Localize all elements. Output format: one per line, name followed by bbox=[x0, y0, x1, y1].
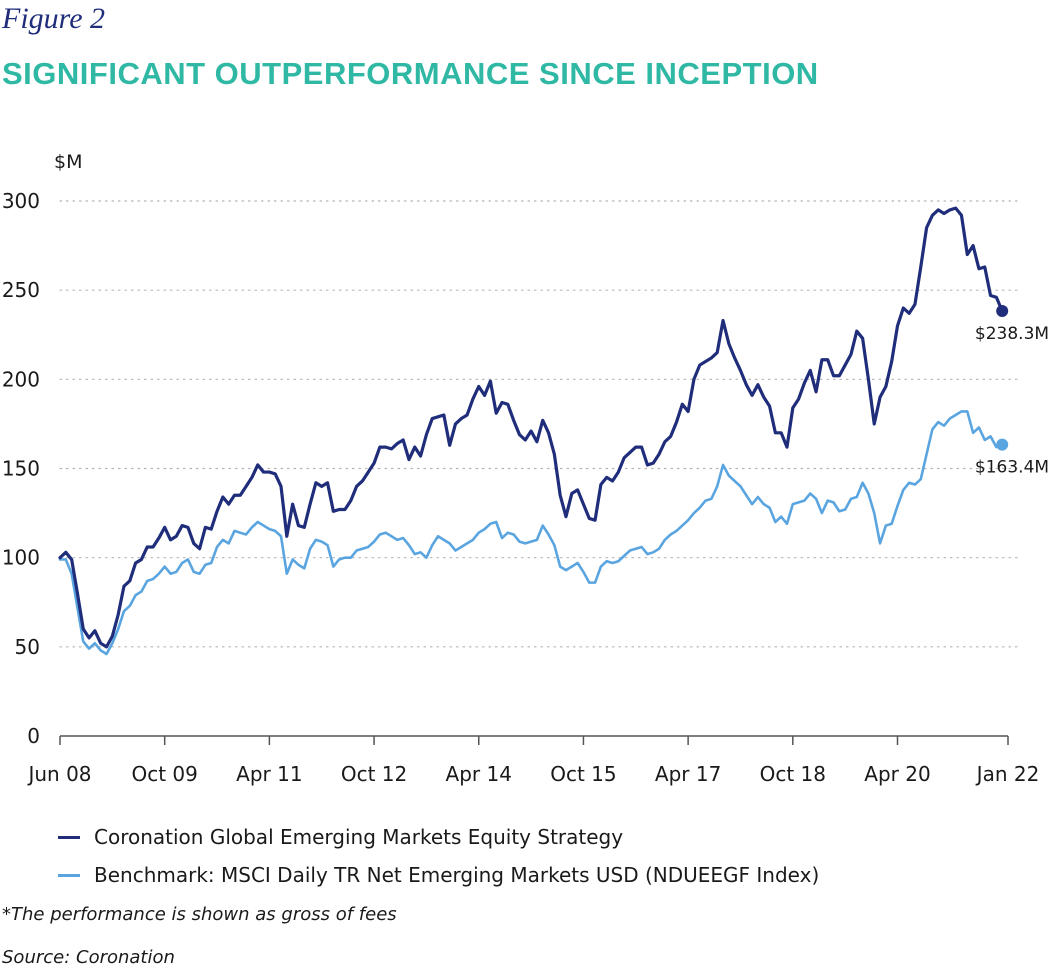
chart-title: SIGNIFICANT OUTPERFORMANCE SINCE INCEPTI… bbox=[2, 56, 819, 91]
end-marker-benchmark bbox=[996, 438, 1009, 451]
series-line-benchmark bbox=[58, 410, 1004, 656]
gridlines bbox=[59, 200, 1021, 648]
x-tick-label: Oct 12 bbox=[341, 762, 407, 786]
y-axis-label: $M bbox=[54, 151, 82, 173]
x-tick-label: Jun 08 bbox=[26, 762, 91, 786]
series-lines bbox=[58, 206, 1004, 656]
x-tick-label: Jan 22 bbox=[975, 762, 1040, 786]
legend-item-strategy: Coronation Global Emerging Markets Equit… bbox=[58, 818, 819, 856]
x-tick-label: Apr 20 bbox=[864, 762, 930, 786]
y-tick-label: 0 bbox=[27, 724, 40, 748]
figure-label: Figure 2 bbox=[2, 2, 106, 35]
legend-label-benchmark: Benchmark: MSCI Daily TR Net Emerging Ma… bbox=[94, 863, 820, 887]
performance-line-chart: 0 50 100 150 200 250 300 Jun 08 Oct 09 Apr 11 Oct … bbox=[2, 151, 1049, 786]
legend-swatch-benchmark bbox=[58, 873, 80, 877]
y-tick-label: 50 bbox=[15, 635, 40, 659]
x-tick-label: Apr 17 bbox=[655, 762, 721, 786]
legend-item-benchmark: Benchmark: MSCI Daily TR Net Emerging Ma… bbox=[58, 856, 819, 894]
end-label-strategy: $238.3M bbox=[975, 324, 1049, 344]
x-tick-label: Oct 18 bbox=[760, 762, 826, 786]
y-tick-label: 250 bbox=[2, 278, 40, 302]
legend-swatch-strategy bbox=[58, 835, 80, 839]
y-tick-label: 300 bbox=[2, 189, 40, 213]
footnote: *The performance is shown as gross of fe… bbox=[2, 904, 397, 925]
x-tick-label: Oct 15 bbox=[550, 762, 616, 786]
y-tick-label: 200 bbox=[2, 367, 40, 391]
x-tick-label: Apr 11 bbox=[236, 762, 302, 786]
legend: Coronation Global Emerging Markets Equit… bbox=[58, 818, 819, 894]
series-line-strategy bbox=[58, 206, 1004, 649]
x-tick-label: Apr 14 bbox=[446, 762, 512, 786]
x-tick-label: Oct 09 bbox=[131, 762, 197, 786]
end-label-benchmark: $163.4M bbox=[975, 458, 1049, 478]
y-tick-label: 150 bbox=[2, 457, 40, 481]
y-tick-label: 100 bbox=[2, 546, 40, 570]
end-value-labels: $238.3M $163.4M bbox=[975, 305, 1049, 478]
axes: 0 50 100 150 200 250 300 Jun 08 Oct 09 Apr 11 Oct … bbox=[2, 189, 1040, 786]
legend-label-strategy: Coronation Global Emerging Markets Equit… bbox=[94, 825, 624, 849]
end-marker-strategy bbox=[996, 305, 1009, 318]
source-note: Source: Coronation bbox=[2, 947, 175, 968]
